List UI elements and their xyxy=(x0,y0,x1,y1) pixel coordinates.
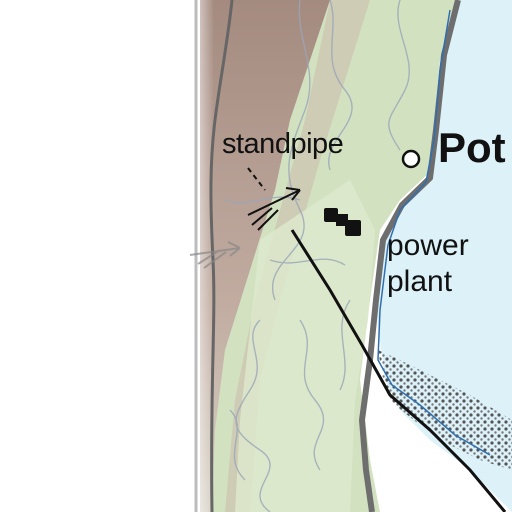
power-plant-label: power plant xyxy=(387,228,469,300)
vent-arrow-icon xyxy=(247,167,301,231)
shoreline-blue xyxy=(377,9,491,456)
standpipe-icon[interactable] xyxy=(401,149,421,169)
edge-fade xyxy=(0,0,200,512)
stippled-shore xyxy=(378,350,512,470)
ridge-shading xyxy=(192,0,330,512)
power-plant-label-line1: power xyxy=(387,229,469,262)
vent-arrow-faded-icon xyxy=(189,241,241,269)
power-plant-icon[interactable] xyxy=(324,208,361,236)
standpipe-label: standpipe xyxy=(222,128,344,160)
boundary-lines xyxy=(194,0,234,512)
power-plant-label-line2: plant xyxy=(387,265,453,298)
contour-lines xyxy=(224,0,410,512)
town-label: Pot xyxy=(438,124,506,171)
road-line xyxy=(290,229,507,512)
shoreline xyxy=(359,0,461,512)
